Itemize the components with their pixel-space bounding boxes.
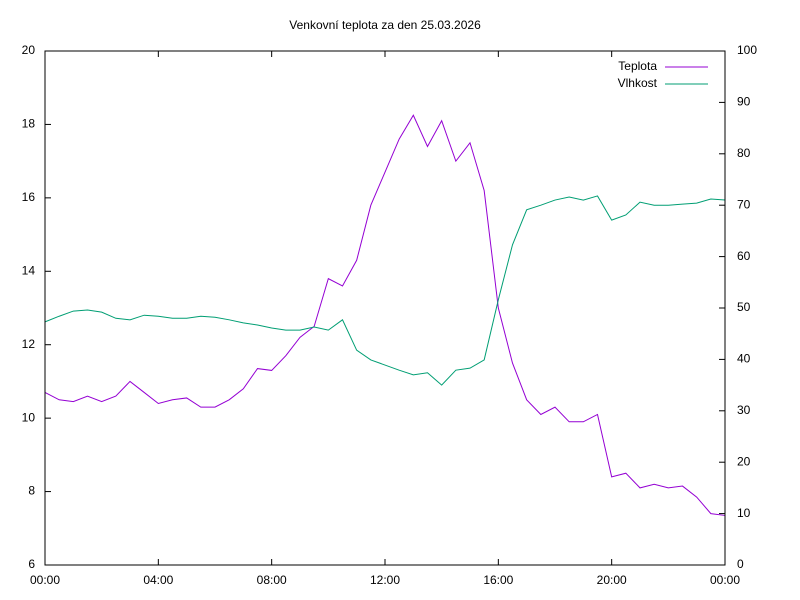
y2-tick-label: 70 [737, 197, 751, 211]
x-tick-label: 20:00 [597, 573, 627, 587]
y-tick-label: 20 [22, 43, 36, 57]
legend-label: Teplota [618, 59, 657, 73]
y2-tick-label: 80 [737, 146, 751, 160]
y2-tick-label: 40 [737, 352, 751, 366]
y-tick-label: 8 [28, 484, 35, 498]
x-tick-label: 00:00 [710, 573, 740, 587]
chart-title: Venkovní teplota za den 25.03.2026 [289, 18, 481, 32]
y-tick-label: 12 [22, 337, 36, 351]
x-tick-label: 00:00 [30, 573, 60, 587]
y-tick-label: 14 [22, 263, 36, 277]
legend-label: Vlhkost [618, 76, 658, 90]
y2-tick-label: 100 [737, 43, 757, 57]
y2-tick-label: 90 [737, 95, 751, 109]
y-tick-label: 10 [22, 410, 36, 424]
x-tick-label: 04:00 [143, 573, 173, 587]
plot-border [44, 50, 726, 566]
y2-tick-label: 10 [737, 506, 751, 520]
y-tick-label: 6 [28, 557, 35, 571]
y2-tick-label: 60 [737, 249, 751, 263]
y2-tick-label: 50 [737, 300, 751, 314]
series-line [44, 114, 726, 516]
series-line [44, 195, 726, 386]
y-tick-label: 16 [22, 190, 36, 204]
y2-tick-label: 0 [737, 557, 744, 571]
x-tick-label: 12:00 [370, 573, 400, 587]
x-tick-label: 16:00 [483, 573, 513, 587]
y2-tick-label: 20 [737, 454, 751, 468]
y2-tick-label: 30 [737, 403, 751, 417]
x-tick-label: 08:00 [257, 573, 287, 587]
y-tick-label: 18 [22, 117, 36, 131]
